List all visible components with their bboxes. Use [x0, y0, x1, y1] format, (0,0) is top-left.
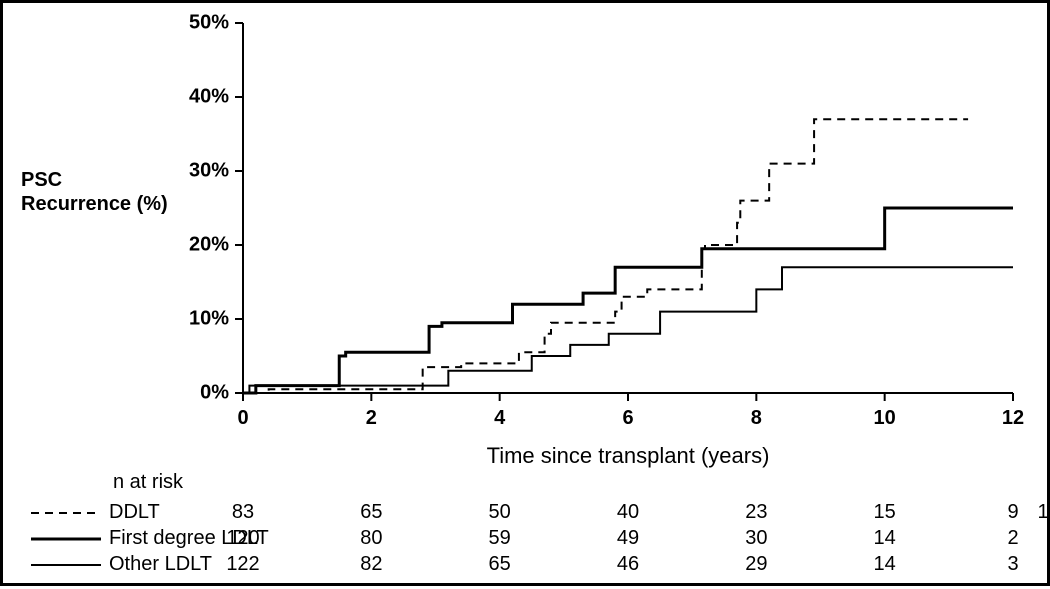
x-tick-label: 8 — [751, 407, 762, 430]
risk-cell: 82 — [360, 553, 382, 576]
risk-cell: 83 — [232, 501, 254, 524]
legend-swatch — [31, 503, 101, 523]
risk-cell: 40 — [617, 501, 639, 524]
legend-swatch — [31, 529, 101, 549]
x-tick-label: 2 — [366, 407, 377, 430]
x-tick-label: 10 — [874, 407, 896, 430]
legend-swatch — [31, 555, 101, 575]
y-tick-label: 50% — [189, 12, 229, 35]
risk-cell: 80 — [360, 527, 382, 550]
risk-cell: 30 — [745, 527, 767, 550]
risk-cell: 49 — [617, 527, 639, 550]
y-tick-label: 40% — [189, 86, 229, 109]
risk-cell: 59 — [489, 527, 511, 550]
figure-frame: PSC Recurrence (%) 0%10%20%30%40%50% 024… — [0, 0, 1050, 586]
risk-cell: 2 — [1007, 527, 1018, 550]
x-tick-label: 0 — [237, 407, 248, 430]
y-tick-label: 0% — [200, 382, 229, 405]
series-first-degree-ldlt — [243, 208, 1013, 393]
x-tick-label: 12 — [1002, 407, 1024, 430]
x-tick-label: 4 — [494, 407, 505, 430]
risk-cell: 1 — [1037, 501, 1048, 524]
risk-cell: 50 — [489, 501, 511, 524]
risk-cell: 9 — [1007, 501, 1018, 524]
series-other-ldlt — [243, 267, 1013, 393]
risk-cell: 122 — [226, 553, 259, 576]
risk-cell: 65 — [360, 501, 382, 524]
risk-cell: 46 — [617, 553, 639, 576]
risk-cell: 23 — [745, 501, 767, 524]
legend-label: Other LDLT — [109, 553, 212, 576]
risk-cell: 65 — [489, 553, 511, 576]
risk-cell: 3 — [1007, 553, 1018, 576]
n-at-risk-label: n at risk — [113, 471, 183, 494]
x-axis-label: Time since transplant (years) — [487, 443, 770, 469]
risk-cell: 120 — [226, 527, 259, 550]
y-tick-label: 20% — [189, 234, 229, 257]
x-tick-label: 6 — [622, 407, 633, 430]
risk-cell: 15 — [874, 501, 896, 524]
y-tick-label: 30% — [189, 160, 229, 183]
risk-cell: 14 — [874, 553, 896, 576]
legend-label: DDLT — [109, 501, 160, 524]
risk-cell: 14 — [874, 527, 896, 550]
risk-cell: 29 — [745, 553, 767, 576]
y-tick-label: 10% — [189, 308, 229, 331]
